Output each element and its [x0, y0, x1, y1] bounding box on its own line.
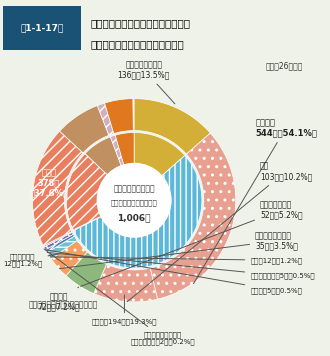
Text: 生状況（放火自殺者等を除く。）: 生状況（放火自殺者等を除く。）	[90, 40, 184, 49]
Polygon shape	[46, 234, 74, 252]
Polygon shape	[110, 135, 124, 166]
Polygon shape	[134, 132, 185, 176]
Text: 着衣着火
72人（7.2%）: 着衣着火 72人（7.2%）	[37, 287, 80, 312]
Polygon shape	[3, 6, 81, 50]
Polygon shape	[43, 231, 72, 247]
Text: 逃げ遅れ
544人（54.1%）: 逃げ遅れ 544人（54.1%）	[193, 118, 317, 284]
Text: 病気・身体不自由
136人（13.5%）: 病気・身体不自由 136人（13.5%）	[117, 60, 175, 104]
Polygon shape	[32, 131, 83, 246]
Text: その他　194人（19.3%）: その他 194人（19.3%）	[92, 295, 157, 325]
Text: 熟睡
103人（10.2%）: 熟睡 103人（10.2%）	[127, 162, 312, 302]
Polygon shape	[66, 153, 108, 230]
Polygon shape	[73, 216, 101, 231]
Circle shape	[97, 163, 171, 237]
Polygon shape	[51, 241, 87, 276]
Polygon shape	[66, 252, 107, 294]
Polygon shape	[47, 236, 77, 259]
Text: 第1-1-17図: 第1-1-17図	[20, 23, 64, 32]
Polygon shape	[115, 132, 134, 165]
Text: （備考）「火災報告」により作成: （備考）「火災報告」により作成	[29, 300, 98, 309]
Text: （放火自殺者等を除く）: （放火自殺者等を除く）	[111, 199, 157, 205]
Polygon shape	[97, 103, 114, 135]
Polygon shape	[44, 232, 73, 250]
Text: 乳幼児　5人（0.5%）: 乳幼児 5人（0.5%）	[46, 250, 302, 294]
Text: 1,006人: 1,006人	[117, 213, 151, 222]
Text: 持ち出し品・服装に
気をとられて　2人（0.2%）: 持ち出し品・服装に 気をとられて 2人（0.2%）	[44, 249, 195, 345]
Polygon shape	[85, 137, 121, 175]
Text: 延焼拡大が早く
52人（5.2%）: 延焼拡大が早く 52人（5.2%）	[81, 200, 303, 286]
Text: 出火後再進入
12人（1.2%）: 出火後再進入 12人（1.2%）	[3, 253, 59, 267]
Text: 消火しようとして
35人（3.5%）: 消火しようとして 35人（3.5%）	[59, 231, 298, 269]
Text: 泥酔　12人（1.2%）: 泥酔 12人（1.2%）	[50, 257, 302, 263]
Polygon shape	[74, 156, 202, 268]
Text: 住宅火災の死に至った経過別死者発: 住宅火災の死に至った経過別死者発	[90, 18, 190, 28]
Polygon shape	[60, 105, 109, 153]
Polygon shape	[74, 156, 202, 268]
Text: その他
378人
（37.6%）: その他 378人 （37.6%）	[29, 168, 68, 198]
Polygon shape	[150, 133, 236, 299]
Text: （平成26年中）: （平成26年中）	[266, 62, 304, 71]
Polygon shape	[134, 99, 210, 154]
Text: ろうばいして　5人（0.5%）: ろうばいして 5人（0.5%）	[47, 252, 315, 279]
Text: 住宅火災による死者: 住宅火災による死者	[113, 184, 155, 193]
Polygon shape	[94, 264, 157, 302]
Polygon shape	[105, 99, 133, 134]
